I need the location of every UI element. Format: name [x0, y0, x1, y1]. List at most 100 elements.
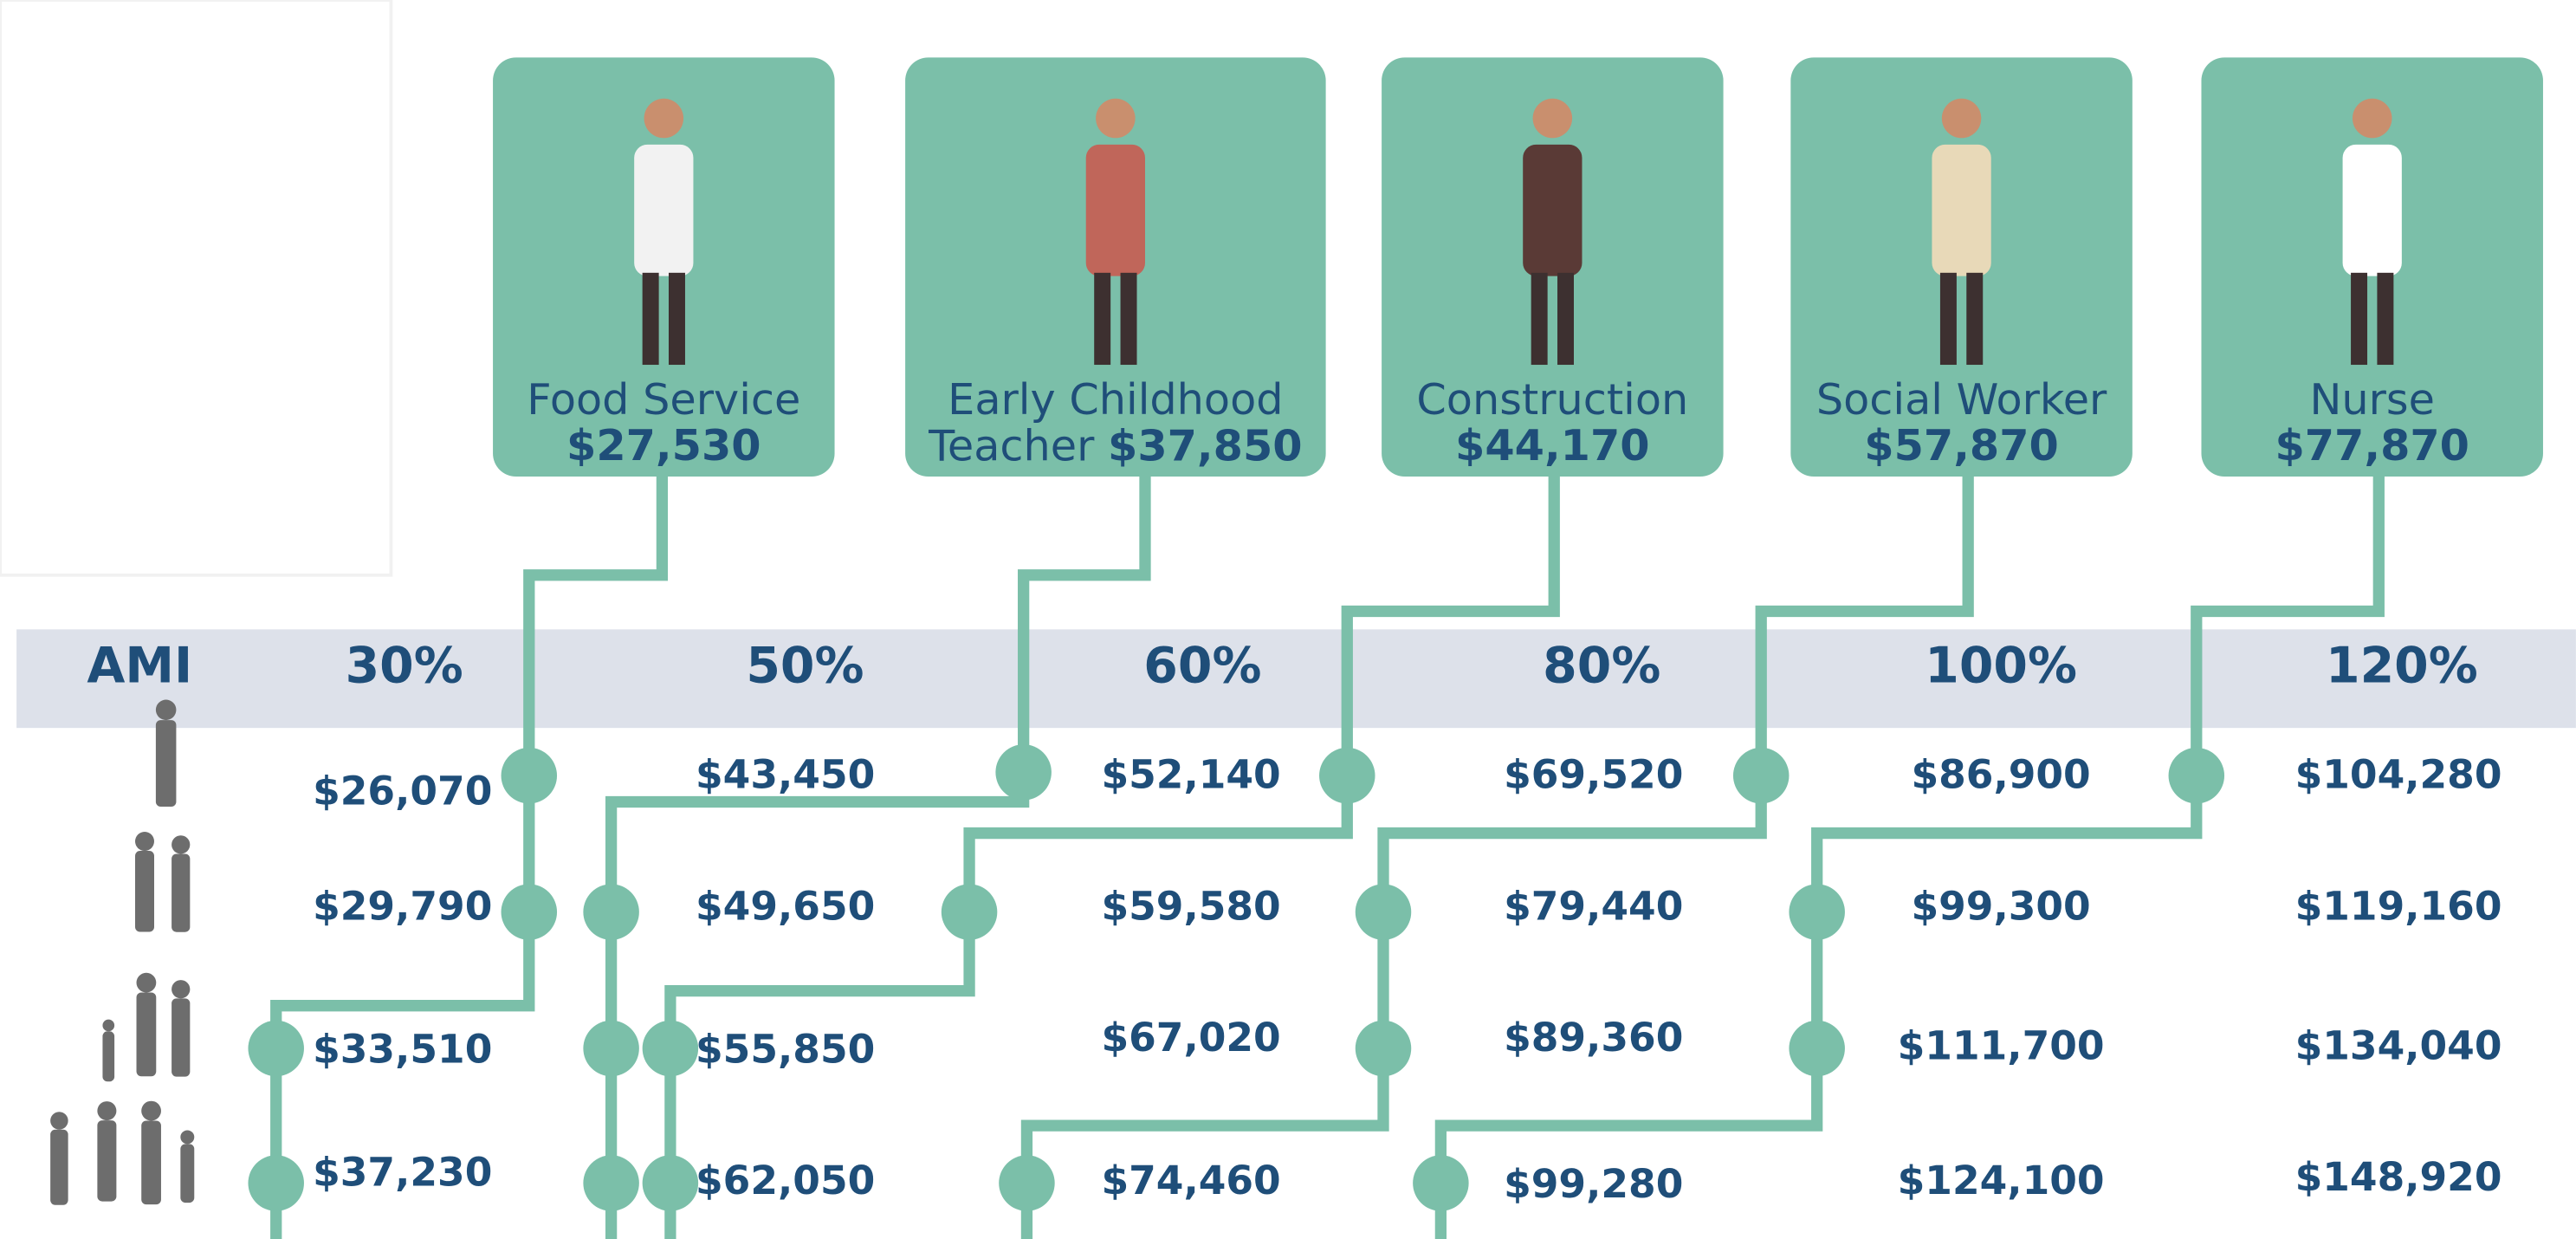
figure-leg	[669, 273, 685, 365]
income-value: $26,070	[313, 769, 492, 814]
ami-level: 120%	[2326, 638, 2478, 695]
figure-leg	[2351, 273, 2367, 365]
income-value: $74,460	[1101, 1158, 1280, 1203]
connector	[1440, 477, 2379, 1239]
figure-head	[1533, 99, 1573, 139]
person-body	[141, 1120, 161, 1204]
card-title: Early Childhood	[948, 374, 1283, 425]
dot	[248, 1021, 303, 1076]
figure-leg	[1557, 273, 1574, 365]
figure-head	[1942, 99, 1982, 139]
person-body	[172, 853, 190, 931]
income-value: $52,140	[1101, 752, 1280, 798]
card-salary: $77,870	[2275, 420, 2469, 470]
dot	[583, 1021, 638, 1076]
figure-body	[1086, 145, 1145, 276]
income-value: $49,650	[696, 883, 875, 929]
connectors	[276, 477, 2379, 1239]
dot	[583, 884, 638, 939]
figure-leg	[1531, 273, 1548, 365]
person-head	[156, 700, 177, 721]
income-value: $104,280	[2295, 752, 2502, 798]
person-head	[102, 1020, 114, 1032]
income-value: $119,160	[2295, 883, 2502, 929]
dot	[502, 748, 557, 803]
person-head	[172, 835, 190, 853]
ami-level: 50%	[746, 638, 864, 695]
income-value: $69,520	[1504, 752, 1683, 798]
person-head	[135, 832, 154, 851]
figure-leg	[1966, 273, 1983, 365]
figure-body	[1932, 145, 1990, 276]
dot	[643, 1155, 698, 1210]
person-body	[50, 1130, 68, 1205]
income-value: $33,510	[313, 1026, 492, 1072]
income-value: $62,050	[696, 1158, 875, 1203]
card-title: Social Worker	[1816, 374, 2107, 425]
connector	[276, 477, 663, 1239]
person-body	[135, 851, 154, 931]
income-value: $99,300	[1911, 883, 2090, 929]
income-value: $111,700	[1898, 1023, 2105, 1069]
income-value: $134,040	[2295, 1023, 2502, 1069]
dot	[248, 1155, 303, 1210]
dot	[1789, 884, 1844, 939]
figure-body	[634, 145, 693, 276]
card-title-end: Teacher	[928, 420, 1108, 470]
person-body	[102, 1031, 114, 1081]
dot	[1733, 748, 1789, 803]
figure-leg	[2377, 273, 2393, 365]
occupation-card: Food Service$27,530	[493, 57, 834, 477]
dot	[502, 884, 557, 939]
income-value: $79,440	[1504, 883, 1683, 929]
dot	[942, 884, 997, 939]
card-title: Construction	[1416, 374, 1688, 425]
person-head	[172, 980, 190, 998]
person-body	[180, 1144, 194, 1203]
page: Food Service$27,530Early ChildhoodTeache…	[0, 0, 2576, 1239]
figure-head	[644, 99, 684, 139]
person-head	[141, 1101, 161, 1121]
card-salary: $57,870	[1864, 420, 2059, 470]
dot	[999, 1155, 1054, 1210]
ami-level: 60%	[1143, 638, 1261, 695]
occupation-card: Construction$44,170	[1382, 57, 1723, 477]
card-title-line: Teacher $37,850	[928, 420, 1302, 470]
ami-label: AMI	[87, 638, 192, 695]
dot	[2169, 748, 2224, 803]
income-value: $67,020	[1101, 1015, 1280, 1061]
person-head	[137, 973, 157, 993]
ami-level: 100%	[1925, 638, 2077, 695]
dot	[1319, 748, 1375, 803]
income-value: $55,850	[696, 1026, 875, 1072]
income-value: $99,280	[1504, 1161, 1683, 1207]
income-value: $59,580	[1101, 883, 1280, 929]
income-value: $29,790	[313, 883, 492, 929]
dot	[995, 744, 1051, 800]
card-title: Nurse	[2310, 374, 2435, 425]
card-salary: $27,530	[566, 420, 761, 470]
occupation-card: Nurse$77,870	[2201, 57, 2542, 477]
figure-head	[1096, 99, 1136, 139]
income-value: $89,360	[1504, 1015, 1683, 1061]
person-head	[50, 1112, 68, 1129]
dot	[1356, 884, 1411, 939]
person-head	[180, 1130, 194, 1144]
dot	[1356, 1021, 1411, 1076]
figure-head	[2353, 99, 2392, 139]
connector-dots	[248, 744, 2224, 1211]
figure-leg	[643, 273, 659, 365]
household-icons	[50, 700, 194, 1205]
blank-panel	[0, 0, 391, 575]
dot	[1413, 1155, 1468, 1210]
income-value: $37,230	[313, 1150, 492, 1196]
income-value: $86,900	[1911, 752, 2090, 798]
infographic: Food Service$27,530Early ChildhoodTeache…	[0, 0, 2576, 1239]
figure-leg	[1121, 273, 1137, 365]
person-head	[97, 1101, 116, 1120]
person-body	[172, 998, 190, 1076]
person-body	[137, 993, 157, 1077]
figure-leg	[1094, 273, 1110, 365]
ami-level: 30%	[346, 638, 463, 695]
